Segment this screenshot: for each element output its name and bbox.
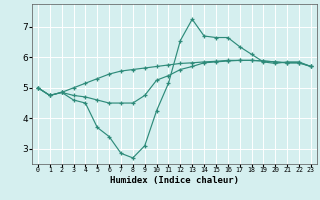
X-axis label: Humidex (Indice chaleur): Humidex (Indice chaleur) — [110, 176, 239, 185]
